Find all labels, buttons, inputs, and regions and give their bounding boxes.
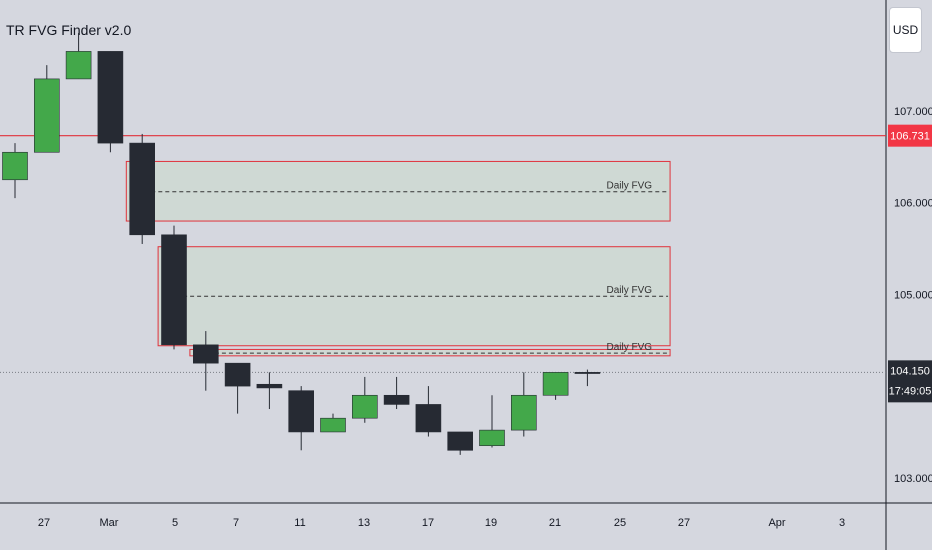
x-tick-label: 25 [614,517,626,529]
x-tick-label: Mar [100,517,119,529]
candle-body[interactable] [33,78,60,153]
x-tick-label: Apr [768,517,785,529]
y-tick-label: 107.000 [894,106,932,118]
current-price-label: 104.150 [890,365,930,377]
fvg-label: Daily FVG [607,285,653,296]
chart-title: TR FVG Finder v2.0 [6,22,132,38]
candle-body[interactable] [542,372,569,396]
y-tick-label: 103.000 [894,473,932,485]
currency-button[interactable]: USD [889,7,922,53]
fvg-label: Daily FVG [607,181,653,192]
candle-body[interactable] [65,51,92,80]
candle-body[interactable] [161,234,187,346]
x-tick-label: 27 [678,517,690,529]
x-tick-label: 3 [839,517,845,529]
x-tick-label: 21 [549,517,561,529]
candle-body[interactable] [510,394,537,431]
candle-body[interactable] [97,51,124,144]
candle-body[interactable] [320,417,346,433]
candle-body[interactable] [479,429,505,447]
countdown-timer: 17:49:05 [889,385,932,397]
y-tick-label: 105.000 [894,289,932,301]
candle-body[interactable] [288,390,315,433]
y-tick-label: 106.000 [894,198,932,210]
x-tick-label: 5 [172,517,178,529]
x-tick-label: 11 [294,517,305,529]
price-level-badge [888,124,932,147]
x-tick-label: 7 [233,517,239,529]
fvg-label: Daily FVG [607,342,653,353]
x-tick-label: 19 [485,517,497,529]
x-tick-label: 27 [38,517,50,529]
candle-body[interactable] [415,404,442,433]
candle-body[interactable] [193,344,219,364]
candle-body[interactable] [447,431,474,451]
price-level-badge-label: 106.731 [890,131,930,143]
x-tick-label: 17 [422,517,434,529]
candle-body[interactable] [351,394,378,419]
candle-body[interactable] [383,394,410,405]
fvg-zone [189,348,671,357]
candle-body[interactable] [129,142,155,236]
candle-body[interactable] [574,372,601,374]
candle-body[interactable] [2,151,28,181]
current-price-badge [888,360,932,403]
candle-body[interactable] [256,383,283,389]
candle-body[interactable] [224,362,251,387]
x-tick-label: 13 [358,517,370,529]
